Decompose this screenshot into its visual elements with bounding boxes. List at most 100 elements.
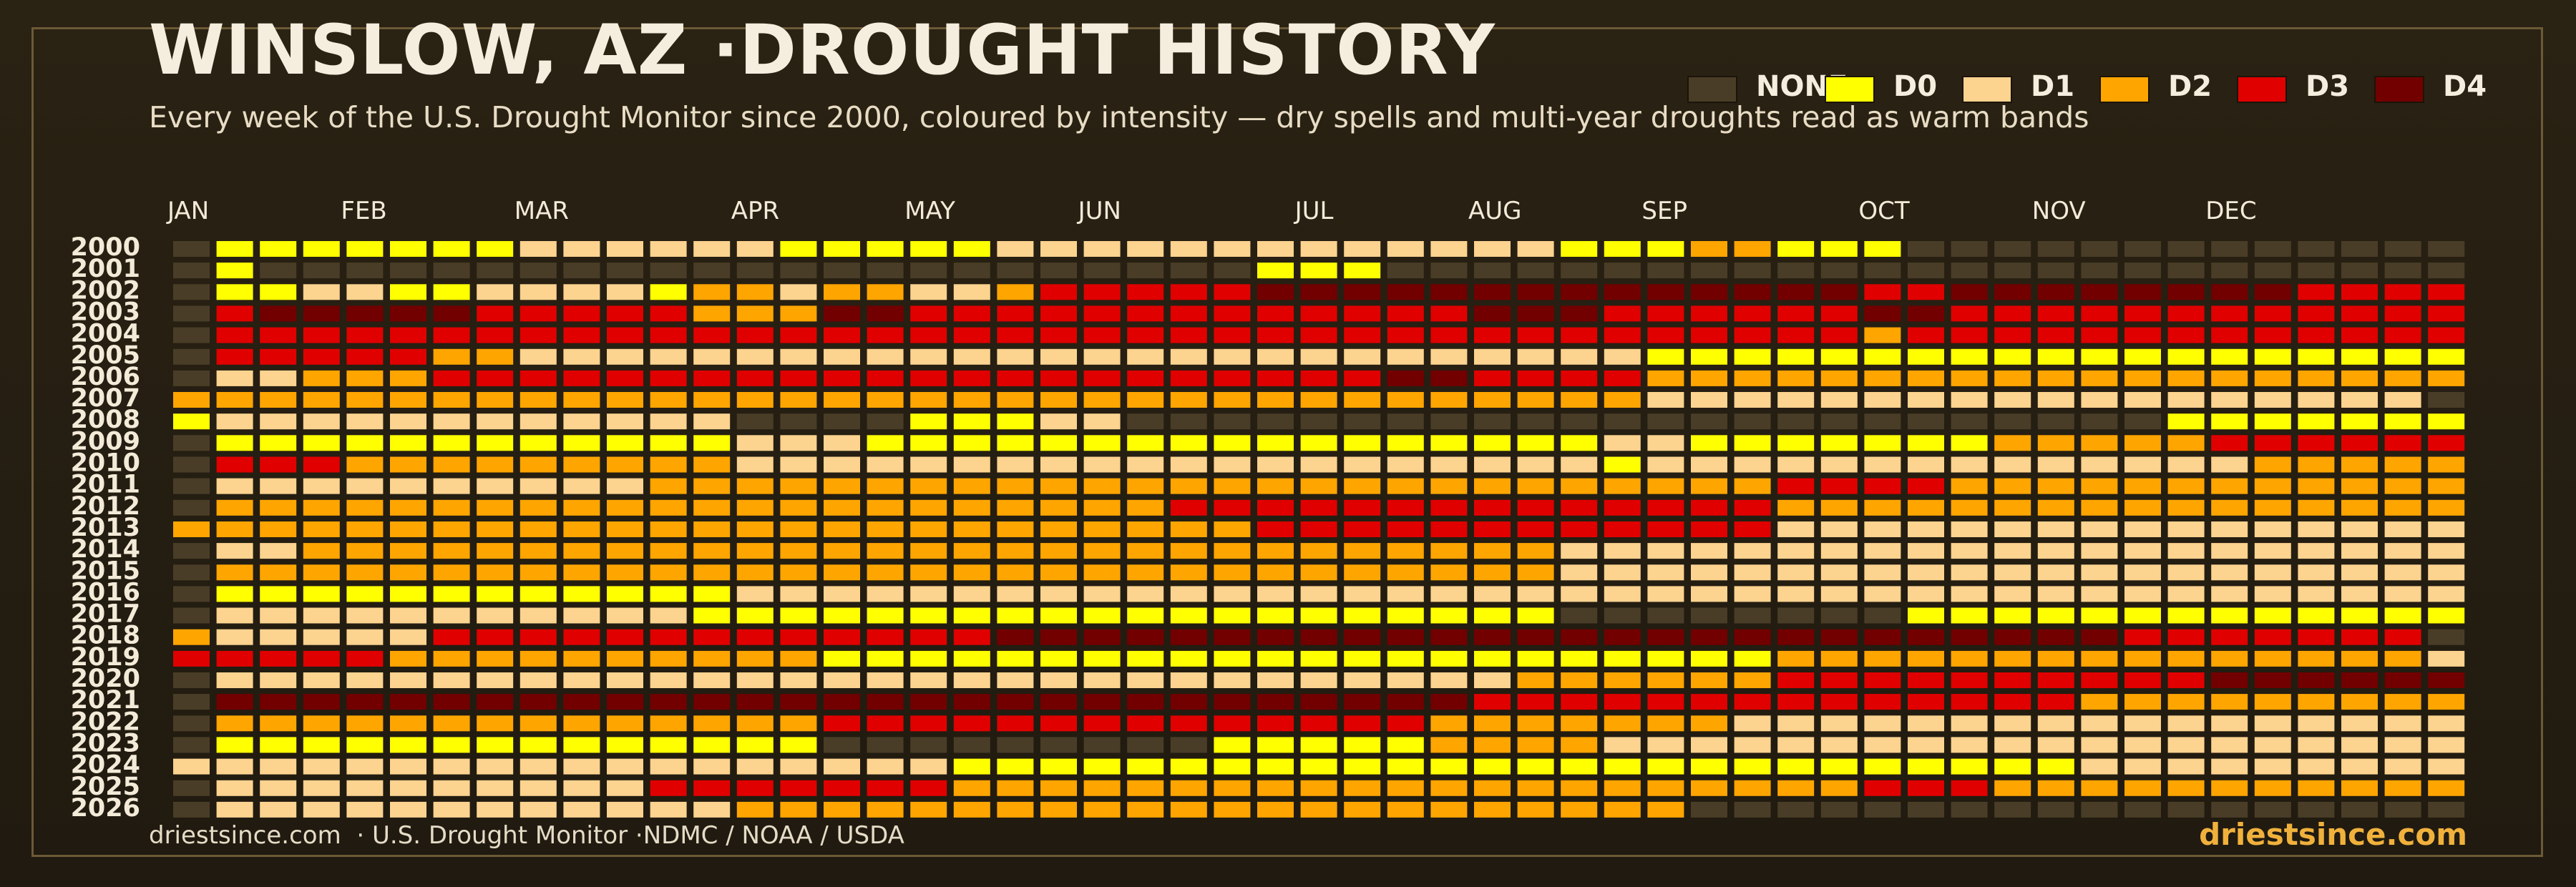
week-cell (2384, 543, 2421, 559)
week-cell (1257, 521, 1294, 537)
brand-link[interactable]: driestsince.com (2199, 817, 2467, 852)
week-cell (1908, 564, 1944, 581)
week-cell (997, 780, 1034, 796)
week-cell (390, 348, 426, 365)
week-cell (2211, 758, 2248, 775)
week-cell (1214, 348, 1251, 365)
week-cell (1864, 694, 1901, 710)
month-label: NOV (2032, 197, 2086, 225)
week-cell (1647, 564, 1684, 581)
week-cell (433, 413, 470, 430)
week-cell (303, 801, 340, 818)
week-cell (1604, 521, 1641, 537)
week-cell (260, 737, 297, 753)
week-cell (1344, 263, 1381, 279)
week-cell (2081, 370, 2118, 386)
week-cell (867, 715, 904, 732)
week-cell (1517, 521, 1554, 537)
week-cell (1083, 392, 1121, 408)
week-cell (1951, 284, 1988, 300)
week-cell (433, 478, 470, 494)
week-cell (650, 629, 687, 645)
week-cell (2167, 435, 2205, 451)
week-cell (2428, 780, 2465, 796)
week-cell (1820, 672, 1858, 688)
week-cell (2081, 737, 2118, 753)
week-cell (1040, 370, 1077, 386)
week-cell (2384, 672, 2421, 688)
week-cell (173, 263, 210, 279)
week-cell (2211, 370, 2248, 386)
week-cell (910, 737, 947, 753)
week-cell (303, 758, 340, 775)
week-cell (1908, 478, 1944, 494)
week-cell (693, 629, 731, 645)
week-cell (997, 456, 1034, 473)
week-cell (1820, 737, 1858, 753)
week-cell (1864, 629, 1901, 645)
week-cell (824, 650, 860, 667)
week-cell (1820, 650, 1858, 667)
week-cell (2081, 241, 2118, 257)
week-cell (1908, 521, 1944, 537)
week-cell (433, 327, 470, 343)
week-cell (2428, 650, 2465, 667)
week-cell (1734, 456, 1771, 473)
week-cell (910, 284, 947, 300)
week-cell (910, 499, 947, 516)
week-cell (1820, 780, 1858, 796)
week-cell (953, 715, 990, 732)
week-cell (1517, 348, 1554, 365)
week-cell (2037, 241, 2074, 257)
week-cell (780, 370, 817, 386)
week-cell (2341, 672, 2378, 688)
week-cell (1474, 564, 1511, 581)
week-cell (2037, 305, 2074, 322)
week-cell (1994, 607, 2031, 624)
week-cell (1257, 607, 1294, 624)
week-cell (1517, 564, 1554, 581)
week-cell (1040, 521, 1077, 537)
week-cell (2384, 780, 2421, 796)
week-cell (216, 327, 253, 343)
week-cell (693, 650, 731, 667)
week-cell (867, 801, 904, 818)
week-cell (780, 607, 817, 624)
week-cell (1430, 435, 1468, 451)
week-cell (867, 370, 904, 386)
week-cell (433, 241, 470, 257)
week-cell (1994, 801, 2031, 818)
week-cell (519, 672, 557, 688)
week-cell (346, 348, 384, 365)
week-cell (1344, 780, 1381, 796)
week-cell (2167, 650, 2205, 667)
week-cell (563, 478, 600, 494)
week-cell (1951, 629, 1988, 645)
week-cell (1647, 456, 1684, 473)
week-cell (607, 305, 643, 322)
week-cell (1214, 327, 1251, 343)
week-cell (867, 694, 904, 710)
week-cell (1908, 629, 1944, 645)
week-cell (1387, 607, 1424, 624)
week-cell (1517, 263, 1554, 279)
week-cell (2428, 392, 2465, 408)
week-cell (780, 737, 817, 753)
week-cell (519, 780, 557, 796)
year-label: 2007 (71, 384, 140, 413)
week-cell (563, 543, 600, 559)
week-cell (1604, 392, 1641, 408)
week-cell (607, 564, 643, 581)
week-cell (303, 241, 340, 257)
week-cell (1864, 650, 1901, 667)
week-cell (1951, 305, 1988, 322)
week-cell (477, 801, 514, 818)
week-cell (824, 521, 860, 537)
week-cell (693, 435, 731, 451)
week-cell (824, 284, 860, 300)
week-cell (693, 241, 731, 257)
week-cell (260, 586, 297, 602)
week-cell (216, 737, 253, 753)
week-cell (303, 629, 340, 645)
week-cell (650, 780, 687, 796)
